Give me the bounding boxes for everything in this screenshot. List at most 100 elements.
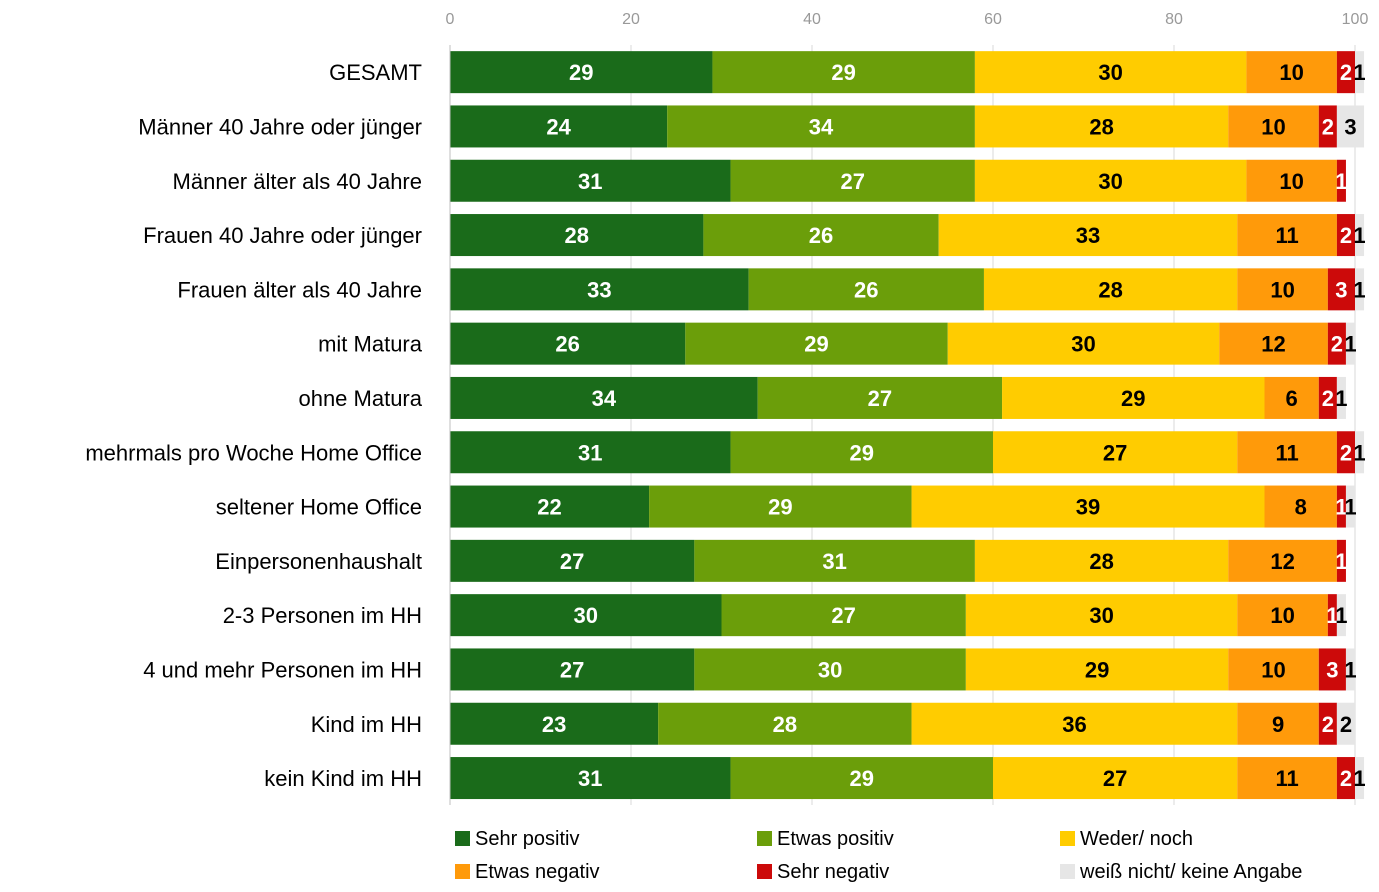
value-label: 33 xyxy=(1076,223,1100,248)
legend-label: Sehr positiv xyxy=(475,828,580,850)
bar-segment xyxy=(1336,51,1355,94)
value-label: 2 xyxy=(1322,386,1334,411)
category-label: Frauen älter als 40 Jahre xyxy=(177,277,422,302)
category-label: ohne Matura xyxy=(298,386,422,411)
legend-label: Weder/ noch xyxy=(1080,828,1193,850)
bar-segment xyxy=(450,594,722,637)
x-tick-label: 60 xyxy=(984,11,1002,28)
value-label: 11 xyxy=(1275,766,1298,791)
bar-segment xyxy=(694,648,966,691)
value-label: 10 xyxy=(1279,60,1303,85)
bar-segment xyxy=(1237,594,1328,637)
legend-label: Etwas positiv xyxy=(777,828,894,850)
bar-segment xyxy=(450,757,731,800)
bar-segment xyxy=(938,214,1238,257)
value-label: 3 xyxy=(1326,657,1338,682)
value-label: 34 xyxy=(592,386,617,411)
value-labels: 29 29 30 10 2 124 34 28 10 2 331 27 30 10 128 26 33 11 2 13… xyxy=(537,60,1365,791)
bar-segment xyxy=(450,376,758,419)
bar-segment xyxy=(1318,376,1337,419)
value-label: 1 xyxy=(1344,332,1356,357)
value-label: 31 xyxy=(578,440,602,465)
bar-segment xyxy=(450,485,650,528)
bar-segment xyxy=(965,648,1229,691)
bar-segment xyxy=(1219,322,1328,365)
value-label: 27 xyxy=(1103,440,1127,465)
value-label: 29 xyxy=(804,332,828,357)
bar-segment xyxy=(983,268,1238,311)
bar-segment xyxy=(1355,214,1365,257)
value-label: 1 xyxy=(1335,549,1347,574)
x-tick-label: 40 xyxy=(803,11,821,28)
bar-segment xyxy=(712,51,975,94)
bar-segment xyxy=(1327,322,1346,365)
bar-segment xyxy=(649,485,912,528)
category-label: Kind im HH xyxy=(311,712,422,737)
bar-segment xyxy=(450,159,731,202)
bar-segment xyxy=(450,702,659,745)
value-label: 10 xyxy=(1270,603,1294,628)
value-label: 27 xyxy=(560,549,584,574)
legend-swatch xyxy=(1060,864,1075,879)
value-label: 29 xyxy=(768,495,792,520)
category-label: Männer 40 Jahre oder jünger xyxy=(138,114,422,139)
value-label: 10 xyxy=(1261,657,1285,682)
bar-segment xyxy=(450,648,695,691)
bar-segment xyxy=(974,539,1229,582)
bar-segment xyxy=(1336,757,1355,800)
value-label: 27 xyxy=(560,657,584,682)
value-label: 1 xyxy=(1335,169,1347,194)
bar-segment xyxy=(450,539,695,582)
value-label: 1 xyxy=(1353,60,1365,85)
legend-label: Sehr negativ xyxy=(777,861,889,883)
value-label: 27 xyxy=(1103,766,1127,791)
legend-swatch xyxy=(757,864,772,879)
bar-segment xyxy=(450,214,704,257)
x-tick-label: 100 xyxy=(1342,11,1369,28)
value-label: 29 xyxy=(831,60,855,85)
bar-segment xyxy=(1002,376,1265,419)
value-label: 3 xyxy=(1335,277,1347,302)
value-label: 30 xyxy=(1071,332,1095,357)
value-label: 28 xyxy=(564,223,588,248)
bar-segment xyxy=(1318,702,1337,745)
bar-segment xyxy=(1336,376,1346,419)
bar-segment xyxy=(1336,594,1346,637)
value-label: 24 xyxy=(546,114,571,139)
value-label: 27 xyxy=(868,386,892,411)
value-label: 30 xyxy=(1098,60,1122,85)
value-label: 1 xyxy=(1344,495,1356,520)
category-label: Einpersonenhaushalt xyxy=(215,549,422,574)
bar-segment xyxy=(1355,268,1365,311)
value-label: 30 xyxy=(1089,603,1113,628)
value-label: 39 xyxy=(1076,495,1100,520)
value-label: 1 xyxy=(1335,386,1347,411)
bar-segment xyxy=(450,268,749,311)
bars xyxy=(450,51,1365,800)
category-labels: GESAMT Männer 40 Jahre oder jünger Männer … xyxy=(85,60,422,791)
x-axis-ticks: 0 20 40 60 80 100 xyxy=(446,11,1369,28)
bar-segment xyxy=(1355,757,1365,800)
legend-swatch xyxy=(455,864,470,879)
value-label: 1 xyxy=(1353,277,1365,302)
value-label: 31 xyxy=(822,549,846,574)
value-label: 2 xyxy=(1340,60,1352,85)
bar-segment xyxy=(730,431,993,474)
bar-segment xyxy=(1237,431,1337,474)
bar-segment xyxy=(1336,539,1346,582)
bar-segment xyxy=(757,376,1003,419)
category-label: 2-3 Personen im HH xyxy=(223,603,422,628)
bar-segment xyxy=(1336,485,1346,528)
bar-segment xyxy=(1327,594,1337,637)
bar-segment xyxy=(1237,757,1337,800)
value-label: 10 xyxy=(1270,277,1294,302)
legend-swatch xyxy=(1060,831,1075,846)
value-label: 30 xyxy=(1098,169,1122,194)
category-label: seltener Home Office xyxy=(216,495,422,520)
value-label: 28 xyxy=(1098,277,1122,302)
bar-segment xyxy=(1264,376,1319,419)
bar-segment xyxy=(1237,268,1328,311)
bar-segment xyxy=(1336,159,1346,202)
value-label: 29 xyxy=(850,440,874,465)
value-label: 12 xyxy=(1270,549,1294,574)
